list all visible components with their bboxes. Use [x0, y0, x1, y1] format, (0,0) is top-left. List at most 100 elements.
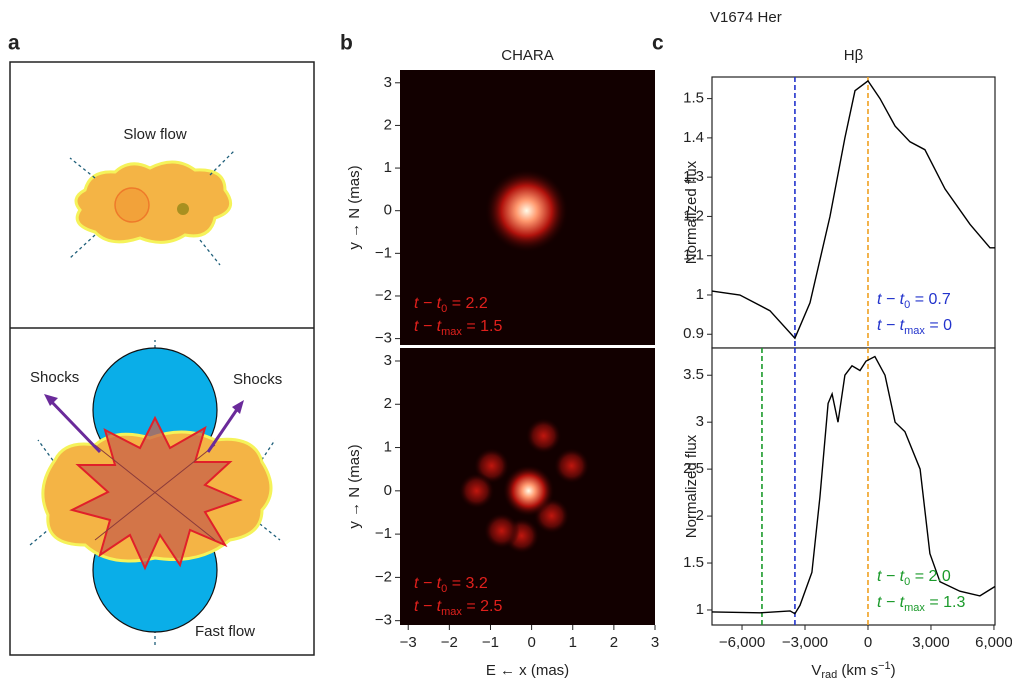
- spectrum-line: [711, 79, 995, 340]
- companion: [177, 203, 189, 215]
- annotation-part: = 3.2: [447, 575, 488, 592]
- slow-cloud: [74, 160, 233, 244]
- y-tick-label: −2: [375, 287, 392, 304]
- x-tick-label: 0: [527, 634, 535, 651]
- x-axis-label-part: (km s: [837, 662, 878, 679]
- y-tick-label: −3: [375, 330, 392, 347]
- y-tick-label: 0: [384, 202, 392, 219]
- panel-label: a: [8, 32, 20, 55]
- panel-label: b: [340, 32, 353, 55]
- shock-arrow: [46, 396, 102, 454]
- annotation: t − tmax = 1.5: [414, 318, 502, 338]
- y-tick-label: 3.5: [683, 366, 704, 383]
- x-tick-label: 1: [569, 634, 577, 651]
- y-tick-label: 3: [384, 352, 392, 369]
- annotation-part: = 0: [925, 317, 952, 334]
- y-tick-label: 1: [696, 286, 704, 303]
- label: Slow flow: [123, 126, 187, 143]
- annotation-part: = 2.2: [447, 295, 488, 312]
- y-axis-label: Normalized flux: [683, 160, 700, 264]
- annotation: t − t0 = 2.2: [414, 295, 488, 315]
- annotation-part: 0: [441, 303, 447, 315]
- annotation-part: max: [904, 325, 925, 337]
- figure-title: V1674 Her: [710, 9, 782, 26]
- label: Shocks: [233, 371, 282, 388]
- annotation-part: t − t: [414, 575, 442, 592]
- x-tick-label: −3: [400, 634, 417, 651]
- y-tick-label: 1: [696, 601, 704, 618]
- y-tick-label: 2: [384, 116, 392, 133]
- x-tick-label: 3,000: [912, 634, 950, 651]
- x-tick-label: 6,000: [975, 634, 1012, 651]
- x-axis-label: Vrad (km s−1): [811, 660, 895, 681]
- x-tick-label: −2: [441, 634, 458, 651]
- x-axis-label-part: −1: [878, 660, 891, 672]
- annotation-part: t − t: [414, 295, 442, 312]
- annotation-part: t − t: [877, 291, 905, 308]
- chart-title: Hβ: [844, 47, 864, 64]
- blob: [502, 464, 555, 517]
- blob: [458, 472, 495, 509]
- x-tick-label: 3: [651, 634, 659, 651]
- annotation: t − tmax = 2.5: [414, 598, 502, 618]
- annotation: t − tmax = 0: [877, 317, 952, 337]
- y-tick-label: 2: [384, 395, 392, 412]
- panel-label: c: [652, 32, 664, 55]
- annotation-part: = 1.5: [462, 318, 503, 335]
- blob: [525, 417, 562, 454]
- y-tick-label: 0.9: [683, 325, 704, 342]
- annotation-part: t − t: [414, 318, 442, 335]
- y-axis-label: y → N (mas): [346, 444, 363, 528]
- annotation-part: t − t: [877, 594, 905, 611]
- y-tick-label: 1: [384, 159, 392, 176]
- panel-a-frame: [9, 61, 315, 656]
- annotation-part: 0: [904, 299, 910, 311]
- x-axis-label: E ← x (mas): [486, 662, 569, 679]
- blob: [483, 512, 520, 549]
- y-tick-label: 1.2: [683, 207, 704, 224]
- arrowhead: [232, 400, 244, 414]
- blob: [553, 447, 590, 484]
- x-tick-label: 0: [864, 634, 872, 651]
- annotation-part: t − t: [414, 598, 442, 615]
- x-tick-label: 2: [610, 634, 618, 651]
- annotation: t − t0 = 3.2: [414, 575, 488, 595]
- annotation-part: t − t: [877, 317, 905, 334]
- annotation-part: max: [441, 326, 462, 338]
- y-tick-label: 0: [384, 482, 392, 499]
- y-tick-label: −2: [375, 568, 392, 585]
- y-tick-label: 1.3: [683, 168, 704, 185]
- annotation-part: = 1.3: [925, 594, 966, 611]
- label: Shocks: [30, 369, 79, 386]
- annotation-part: = 2.5: [462, 598, 503, 615]
- y-tick-label: −3: [375, 612, 392, 629]
- blob: [484, 168, 569, 253]
- shock-arrow: [206, 404, 242, 453]
- x-tick-label: −6,000: [719, 634, 765, 651]
- y-tick-label: 1.1: [683, 247, 704, 264]
- plot-frame: [711, 347, 996, 626]
- arrowhead: [44, 394, 58, 406]
- y-tick-label: −1: [375, 244, 392, 261]
- annotation-part: t − t: [877, 568, 905, 585]
- chart-title: CHARA: [501, 47, 554, 64]
- y-tick-label: 3: [384, 74, 392, 91]
- x-tick-label: −1: [482, 634, 499, 651]
- x-axis-label-part: rad: [821, 669, 837, 681]
- plot-frame: [711, 76, 996, 349]
- x-axis-label-part: V: [811, 662, 821, 679]
- x-axis-label-part: ): [891, 662, 896, 679]
- y-tick-label: 2.5: [683, 460, 704, 477]
- white-dwarf: [114, 187, 150, 223]
- annotation-part: = 2.0: [910, 568, 951, 585]
- y-axis-label: y → N (mas): [346, 165, 363, 249]
- annotation-part: max: [904, 602, 925, 614]
- y-tick-label: 1.4: [683, 129, 704, 146]
- label: Fast flow: [195, 623, 255, 640]
- annotation-part: = 0.7: [910, 291, 951, 308]
- spectrum-line: [711, 355, 996, 615]
- annotation: t − t0 = 0.7: [877, 291, 951, 311]
- y-tick-label: −1: [375, 525, 392, 542]
- annotation-part: 0: [441, 583, 447, 595]
